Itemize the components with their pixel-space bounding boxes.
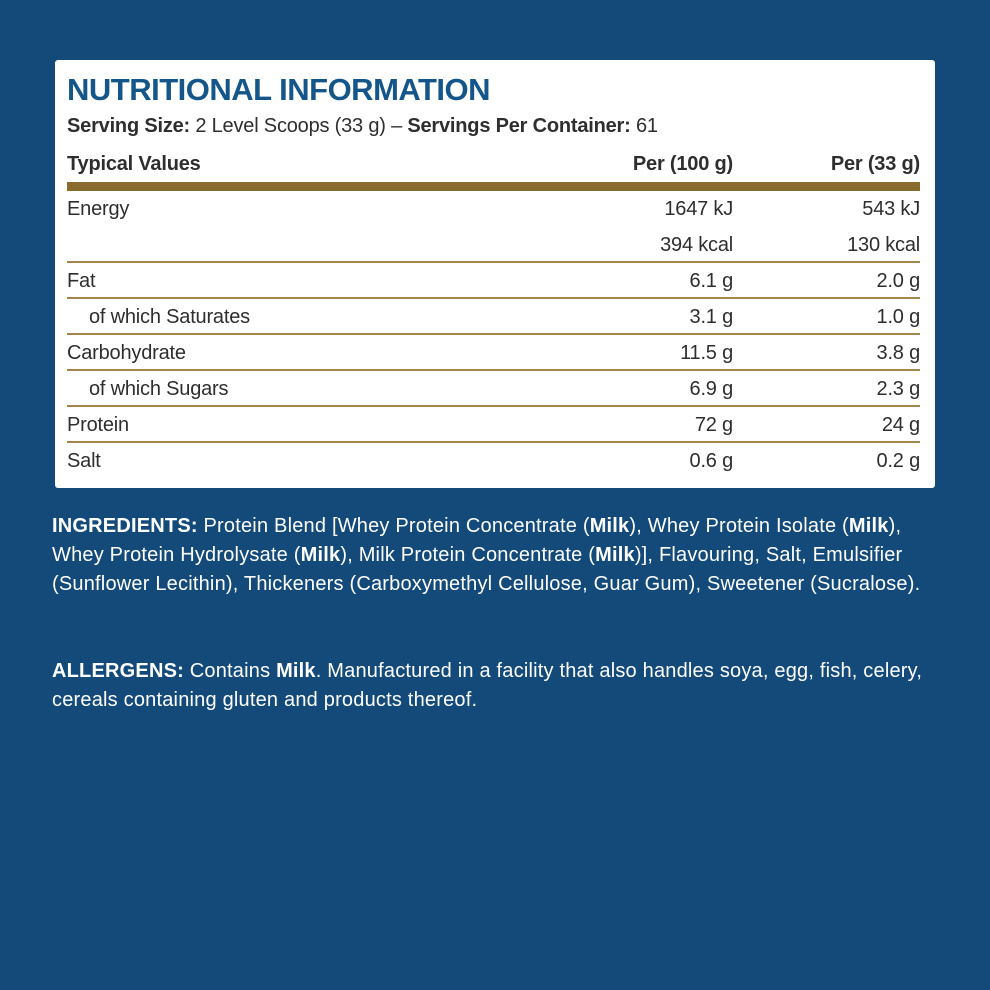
row-value-per-33g: 3.8 g xyxy=(876,342,921,364)
nutrition-table-body: Energy 1647 kJ 543 kJ 394 kcal 130 kcal Fat 6.… xyxy=(67,191,920,479)
row-value-per-33g: 2.3 g xyxy=(876,378,921,400)
gold-divider-bar xyxy=(67,182,920,191)
ingredients-paragraph: INGREDIENTS: Protein Blend [Whey Protein… xyxy=(52,515,921,595)
row-value-per-33g: 0.2 g xyxy=(876,450,921,472)
panel-title: NUTRITIONAL INFORMATION xyxy=(67,72,491,107)
table-header-row: Typical Values Per (100 g) Per (33 g) xyxy=(67,148,920,180)
table-row: Energy 1647 kJ 543 kJ xyxy=(67,191,920,227)
row-value-per-100g: 72 g xyxy=(694,414,733,436)
row-label: of which Saturates xyxy=(89,306,250,328)
row-label: Fat xyxy=(67,270,96,292)
nutrition-panel: NUTRITIONAL INFORMATION Serving Size: 2 … xyxy=(55,60,935,488)
table-row: Salt 0.6 g 0.2 g xyxy=(67,443,920,479)
row-label: Protein xyxy=(67,414,129,436)
row-value-per-33g: 1.0 g xyxy=(876,306,921,328)
row-label: Salt xyxy=(67,450,101,472)
row-value-per-33g: 2.0 g xyxy=(876,270,921,292)
row-value-per-33g: 543 kJ xyxy=(862,198,920,220)
row-value-per-100g: 394 kcal xyxy=(660,234,733,256)
row-value-per-33g: 24 g xyxy=(881,414,920,436)
row-value-per-100g: 11.5 g xyxy=(680,342,733,364)
row-value-per-100g: 6.9 g xyxy=(689,378,734,400)
table-row: Fat 6.1 g 2.0 g xyxy=(67,263,920,299)
row-label: Carbohydrate xyxy=(67,342,186,364)
table-row: Carbohydrate 11.5 g 3.8 g xyxy=(67,335,920,371)
table-row: of which Saturates 3.1 g 1.0 g xyxy=(67,299,920,335)
row-label: of which Sugars xyxy=(89,378,229,400)
table-row: of which Sugars 6.9 g 2.3 g xyxy=(67,371,920,407)
allergens-paragraph: ALLERGENS: Contains Milk. Manufactured i… xyxy=(52,660,923,711)
row-value-per-100g: 6.1 g xyxy=(689,270,734,292)
row-value-per-33g: 130 kcal xyxy=(847,234,920,256)
row-value-per-100g: 1647 kJ xyxy=(664,198,733,220)
column-header-per-33g: Per (33 g) xyxy=(830,153,920,175)
row-label xyxy=(67,227,573,263)
row-value-per-100g: 0.6 g xyxy=(689,450,734,472)
column-header-per-100g: Per (100 g) xyxy=(632,153,733,175)
serving-info-line: Serving Size: 2 Level Scoops (33 g) – Se… xyxy=(67,115,658,137)
table-row: Protein 72 g 24 g xyxy=(67,407,920,443)
table-row: 394 kcal 130 kcal xyxy=(67,227,920,263)
column-header-typical-values: Typical Values xyxy=(67,153,201,175)
row-value-per-100g: 3.1 g xyxy=(689,306,734,328)
row-label: Energy xyxy=(67,198,130,220)
